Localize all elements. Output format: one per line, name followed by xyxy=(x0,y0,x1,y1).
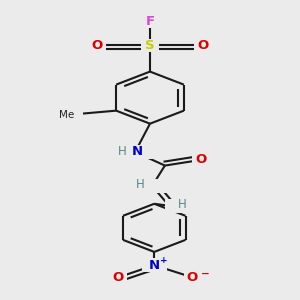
Text: S: S xyxy=(145,39,155,52)
FancyBboxPatch shape xyxy=(45,109,83,122)
FancyBboxPatch shape xyxy=(184,271,201,284)
FancyBboxPatch shape xyxy=(194,39,212,52)
Text: O: O xyxy=(195,153,207,167)
FancyBboxPatch shape xyxy=(109,271,127,284)
Text: H: H xyxy=(178,198,186,211)
FancyBboxPatch shape xyxy=(107,145,163,159)
Text: H: H xyxy=(136,178,145,191)
FancyBboxPatch shape xyxy=(142,258,167,272)
Text: O: O xyxy=(91,39,103,52)
Text: O: O xyxy=(112,271,124,284)
Text: Me: Me xyxy=(59,110,74,120)
FancyBboxPatch shape xyxy=(192,154,210,166)
Text: O: O xyxy=(197,39,209,52)
FancyBboxPatch shape xyxy=(141,15,159,28)
FancyBboxPatch shape xyxy=(165,199,203,213)
Text: −: − xyxy=(201,268,210,278)
FancyBboxPatch shape xyxy=(141,39,159,52)
Text: O: O xyxy=(187,271,198,284)
Text: F: F xyxy=(146,15,154,28)
FancyBboxPatch shape xyxy=(88,39,106,52)
Text: N: N xyxy=(132,146,143,158)
FancyBboxPatch shape xyxy=(133,179,171,193)
Text: +: + xyxy=(160,256,167,265)
Text: H: H xyxy=(118,146,127,158)
Text: N: N xyxy=(149,259,160,272)
